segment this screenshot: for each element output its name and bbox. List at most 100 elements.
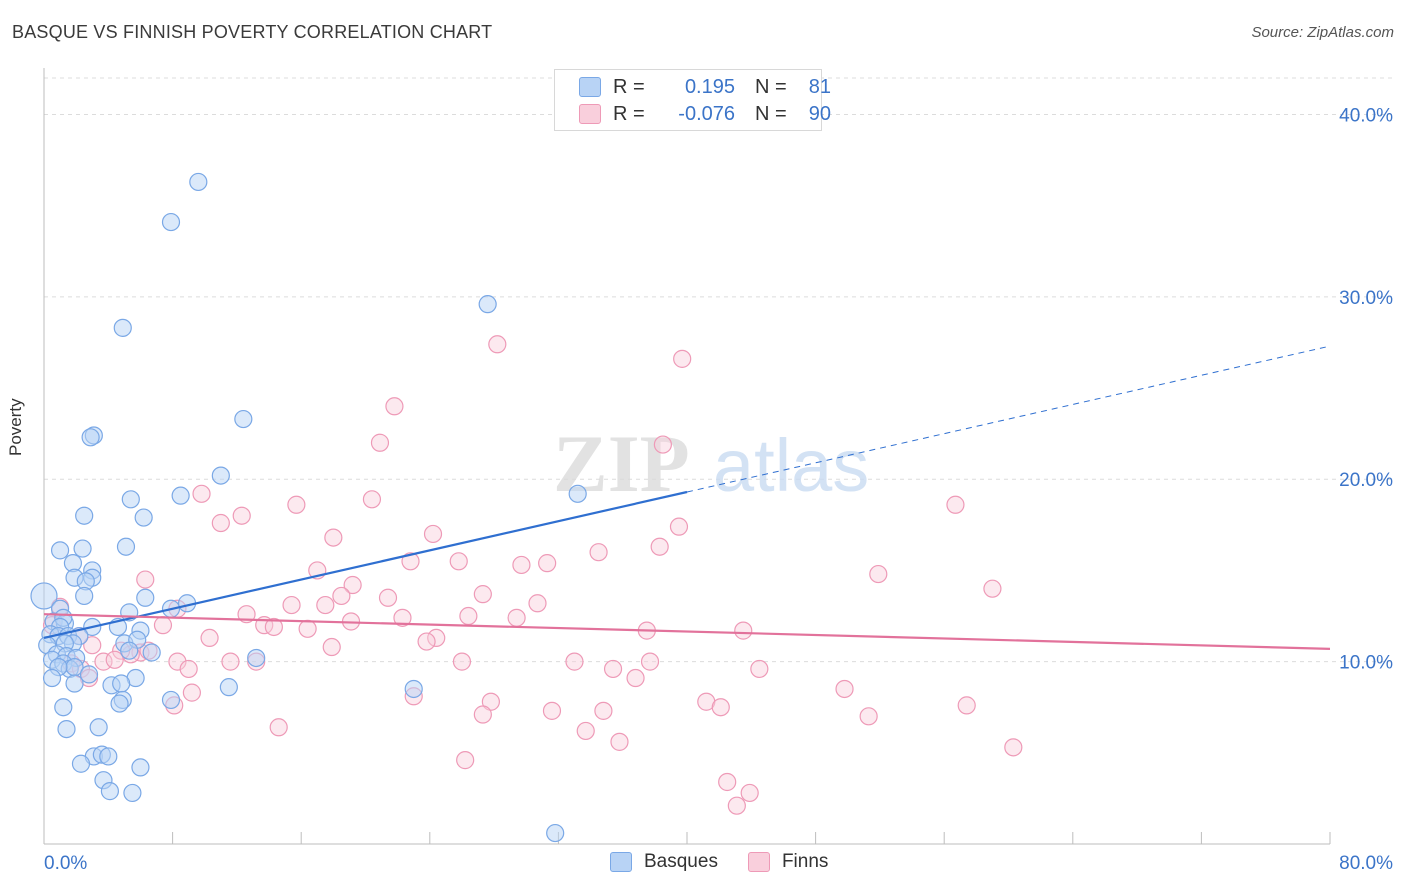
basques-point (136, 588, 155, 607)
finns-point (626, 668, 645, 688)
n-label: N = (755, 75, 787, 98)
finns-point (332, 586, 351, 606)
finns-point (734, 621, 753, 640)
finns-point (603, 659, 623, 679)
legend-item-basques[interactable]: Basques (610, 851, 718, 873)
finns-point (650, 537, 669, 556)
y-tick-label: 10.0% (1339, 653, 1393, 674)
finns-point (449, 552, 468, 571)
finns-point (316, 595, 335, 615)
finns-point (456, 751, 475, 770)
finns-point (957, 696, 976, 715)
r-label: R = (613, 75, 645, 98)
finns-point (378, 588, 398, 607)
basques-point (247, 648, 266, 668)
n-value: 90 (808, 102, 831, 125)
basques-point (81, 428, 100, 447)
finns-point (200, 628, 219, 648)
n-label: N = (755, 102, 787, 125)
basques-point (116, 537, 136, 556)
finns-point (610, 732, 629, 751)
finns-point (211, 513, 230, 533)
basques-point (161, 690, 181, 710)
finns-point (740, 783, 759, 803)
finns-point (192, 484, 211, 503)
basques-points (30, 172, 587, 843)
finns-point (417, 632, 436, 651)
basques-point (65, 674, 84, 693)
finns-point (324, 528, 343, 547)
finns-point (393, 608, 412, 627)
finns-point (576, 721, 595, 741)
finns-point (105, 650, 124, 669)
finns-point (370, 433, 390, 452)
finns-point (528, 594, 547, 613)
finns-point (507, 608, 526, 627)
finns-point (362, 490, 382, 509)
finns-point (653, 435, 672, 454)
finns-point (673, 349, 692, 368)
finns-point (538, 554, 557, 573)
basques-point (99, 747, 118, 766)
finns-point (835, 679, 854, 699)
finns-point (473, 585, 492, 604)
finns-point (983, 579, 1002, 598)
legend-item-finns[interactable]: Finns (747, 851, 829, 873)
finns-point (401, 552, 420, 571)
basques-trend-extension (686, 345, 1331, 493)
basques-point (478, 295, 497, 314)
finns-point (153, 616, 173, 635)
finns-point (427, 628, 446, 648)
basques-point (113, 318, 132, 337)
basques-point (161, 212, 181, 232)
finns-point (221, 652, 240, 671)
basques-point (73, 539, 92, 558)
finns-point (750, 659, 769, 679)
finns-point (232, 506, 251, 525)
r-value: 0.195 (684, 75, 735, 98)
finns-point (282, 595, 301, 615)
finns-point (136, 570, 155, 589)
finns-point (343, 575, 362, 595)
r-label: R = (613, 102, 645, 125)
chart-title: BASQUE VS FINNISH POVERTY CORRELATION CH… (12, 22, 493, 42)
y-tick-label: 20.0% (1339, 470, 1393, 491)
basques-point (234, 409, 253, 429)
finns-point (488, 335, 507, 354)
finns-point (179, 659, 198, 679)
axes (43, 68, 1331, 845)
basques-swatch (610, 852, 632, 872)
finns-points (42, 335, 1023, 815)
source-label: Source: ZipAtlas.com (1251, 24, 1394, 41)
finns-point (727, 796, 746, 815)
legend-label-finns: Finns (781, 851, 829, 872)
finns-point (869, 564, 888, 584)
finns-point (669, 517, 689, 536)
n-value: 81 (808, 75, 831, 98)
finns-point (459, 606, 478, 626)
legend-row-finns: R = -0.076 N = 90 (579, 101, 831, 127)
finns-point (594, 701, 613, 720)
basques-point (79, 665, 99, 684)
basques-point (100, 782, 120, 801)
basques-point (54, 698, 73, 717)
finns-point (565, 652, 584, 671)
y-tick-label: 40.0% (1339, 105, 1393, 126)
finns-point (542, 701, 562, 720)
legend-label-basques: Basques (644, 851, 718, 872)
finns-point (385, 397, 404, 416)
finns-point (473, 705, 492, 724)
basques-point (404, 679, 423, 699)
basques-point (112, 674, 131, 693)
basques-point (42, 668, 62, 688)
basques-point (50, 541, 70, 560)
tick-labels: 10.0% 20.0% 30.0% 40.0% 0.0% 80.0% (44, 105, 1393, 874)
finns-point (83, 636, 102, 655)
finns-swatch (579, 104, 601, 124)
basques-point (110, 694, 129, 713)
basques-point (568, 484, 587, 503)
grid-lines (44, 77, 1394, 663)
x-tick-label-min: 0.0% (44, 853, 87, 874)
finns-point (423, 524, 443, 544)
basques-point (123, 783, 142, 803)
